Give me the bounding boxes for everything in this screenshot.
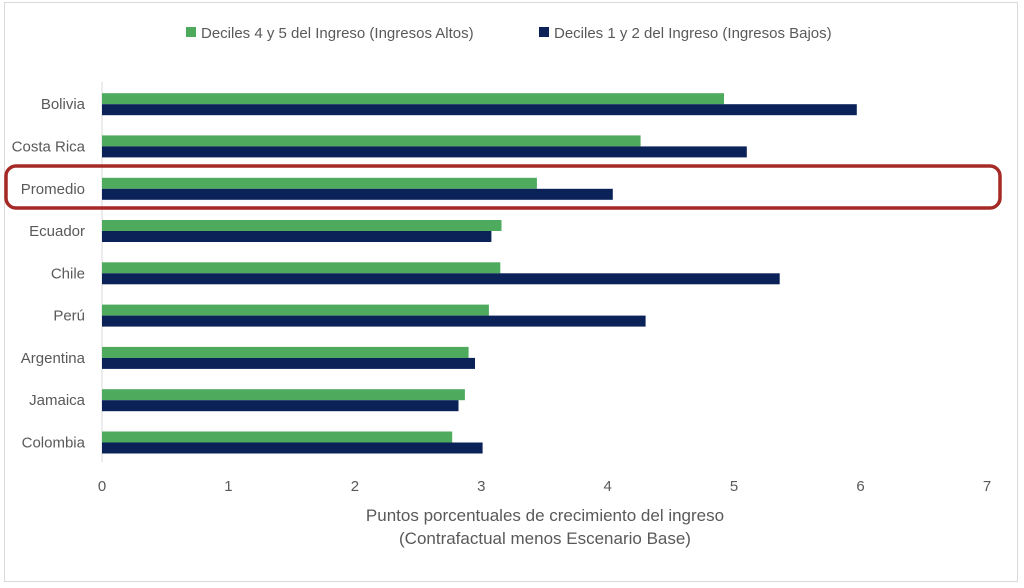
bar-costa-rica-high-income — [102, 135, 641, 147]
category-label: Jamaica — [29, 392, 86, 409]
legend: Deciles 4 y 5 del Ingreso (Ingresos Alto… — [186, 25, 832, 42]
x-axis-title-line1: Puntos porcentuales de crecimiento del i… — [366, 506, 724, 525]
bar-colombia-low-income — [102, 442, 483, 454]
x-tick-label: 5 — [730, 478, 738, 495]
x-tick-label: 0 — [98, 478, 106, 495]
bar-jamaica-high-income — [102, 389, 465, 401]
bar-ecuador-low-income — [102, 231, 492, 242]
bar-colombia-high-income — [102, 431, 453, 443]
x-tick-label: 6 — [856, 478, 864, 495]
legend-swatch-low-income — [539, 27, 549, 37]
bar-bolivia-low-income — [102, 104, 857, 116]
category-label: Argentina — [21, 350, 86, 367]
bar-jamaica-low-income — [102, 400, 459, 412]
x-tick-label: 7 — [983, 478, 991, 495]
bar-costa-rica-low-income — [102, 146, 747, 158]
bar-chile-high-income — [102, 262, 501, 274]
category-label: Colombia — [22, 435, 86, 452]
bar-perú-high-income — [102, 304, 489, 316]
bar-argentina-low-income — [102, 357, 475, 369]
bar-argentina-high-income — [102, 346, 469, 358]
category-labels: Bolivia Costa Rica Promedio Ecuador Chile Per… — [12, 96, 86, 451]
chart-frame — [4, 2, 1018, 582]
legend-label-low-income: Deciles 1 y 2 del Ingreso (Ingresos Bajo… — [554, 25, 832, 42]
category-label: Costa Rica — [12, 138, 86, 155]
legend-swatch-high-income — [186, 27, 196, 37]
category-label: Promedio — [21, 181, 85, 198]
bar-promedio-high-income — [102, 177, 537, 189]
x-tick-label: 1 — [224, 478, 232, 495]
bar-bolivia-high-income — [102, 93, 724, 105]
category-label: Chile — [51, 265, 85, 282]
bar-promedio-low-income — [102, 188, 613, 200]
category-label: Bolivia — [41, 96, 86, 113]
bar-perú-low-income — [102, 315, 646, 327]
bars-group — [102, 93, 857, 454]
bar-chile-low-income — [102, 273, 780, 285]
x-tick-label: 2 — [351, 478, 359, 495]
promedio-highlight-box — [4, 164, 1002, 210]
legend-label-high-income: Deciles 4 y 5 del Ingreso (Ingresos Alto… — [201, 25, 474, 42]
category-label: Ecuador — [29, 223, 85, 240]
x-tick-label: 3 — [477, 478, 485, 495]
x-axis-title-line2: (Contrafactual menos Escenario Base) — [399, 529, 691, 548]
category-label: Perú — [53, 308, 85, 325]
bar-ecuador-high-income — [102, 220, 502, 231]
x-tick-labels: 0 1 2 3 4 5 6 7 — [98, 478, 991, 495]
x-tick-label: 4 — [604, 478, 612, 495]
